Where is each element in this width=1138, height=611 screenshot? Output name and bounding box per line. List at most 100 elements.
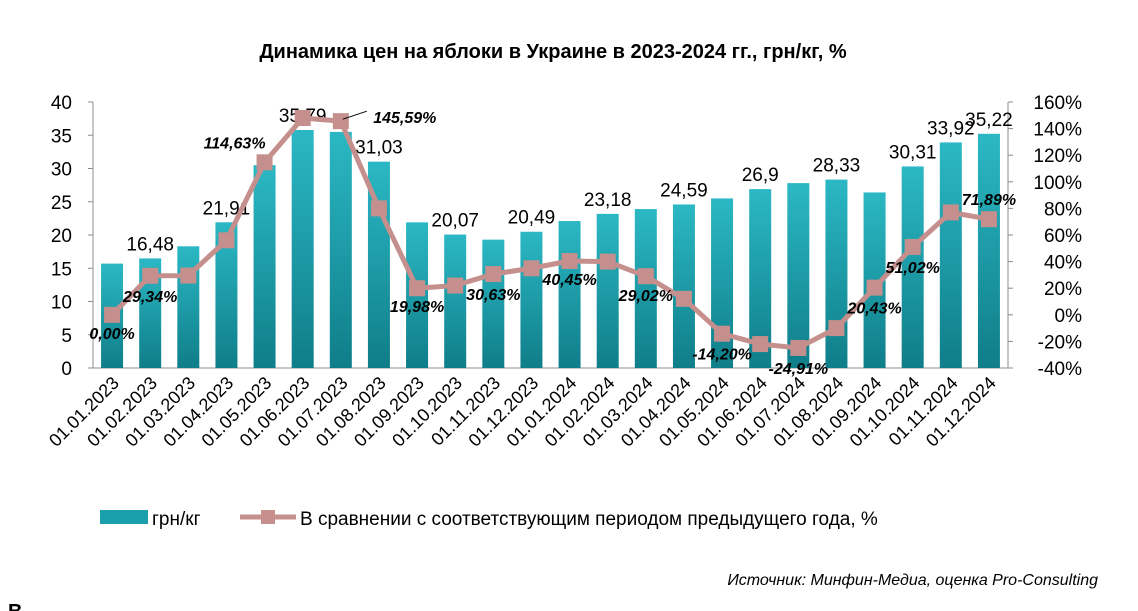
line-value-label: 40,45% [541, 272, 596, 289]
line-marker [485, 266, 502, 283]
bar [253, 165, 276, 368]
legend-swatch-bars [100, 510, 148, 524]
y-left-tick-label: 5 [61, 326, 72, 347]
y-right-tick-label: 80% [1044, 199, 1082, 220]
line-marker [332, 113, 349, 130]
y-right-tick-label: 120% [1033, 146, 1082, 167]
bar-value-label: 35,22 [965, 110, 1013, 131]
bar [215, 222, 238, 368]
y-right-tick-label: 40% [1044, 253, 1082, 274]
line-marker [904, 238, 921, 255]
bar [901, 166, 924, 368]
bar-value-label: 23,18 [584, 190, 632, 211]
line-value-label: 29,34% [122, 289, 177, 306]
line-value-label: 145,59% [373, 110, 436, 127]
line-marker [104, 306, 121, 323]
bar [977, 133, 1000, 368]
bar-value-label: 16,48 [126, 234, 174, 255]
y-right-tick-label: 0% [1055, 306, 1083, 327]
bar [444, 234, 467, 368]
legend-swatch-marker [261, 510, 275, 524]
y-right-tick-label: 100% [1033, 173, 1082, 194]
line-marker [561, 253, 578, 270]
line-value-label: 30,63% [466, 287, 520, 304]
line-marker [675, 290, 692, 307]
label-leader-line [342, 110, 367, 120]
line-marker [370, 200, 387, 217]
y-right-tick-label: -20% [1038, 332, 1082, 353]
source-note: Источник: Минфин-Медиа, оценка Pro-Consu… [727, 572, 1098, 589]
line-marker [828, 320, 845, 337]
bar [634, 209, 657, 368]
line-series [104, 109, 997, 356]
legend-label-bars: грн/кг [152, 509, 201, 530]
bar-value-label: 30,31 [889, 142, 937, 163]
bar-value-label: 26,9 [742, 165, 779, 186]
line-marker [637, 268, 654, 285]
bar-value-label: 20,07 [431, 211, 479, 232]
bar-value-label: 33,92 [927, 118, 975, 139]
bar [177, 246, 200, 368]
bar [825, 179, 848, 368]
bar [139, 258, 162, 368]
line-value-label: 20,43% [846, 301, 901, 318]
bar-value-label: 28,33 [813, 156, 861, 177]
bar [291, 129, 314, 368]
line-marker [714, 325, 731, 342]
bar [939, 142, 962, 368]
bar-value-label: 31,03 [355, 138, 403, 159]
line-value-label: 114,63% [204, 135, 266, 152]
legend: грн/кг В сравнении с соответствующим пер… [100, 509, 878, 530]
line-marker [980, 211, 997, 228]
line-value-label: 19,98% [390, 299, 444, 316]
legend-label-line: В сравнении с соответствующим периодом п… [300, 509, 878, 530]
y-right-tick-label: 60% [1044, 226, 1082, 247]
line-marker [218, 232, 235, 249]
bar-data-labels: 16,4821,9135,7931,0320,0720,4923,1824,59… [126, 106, 1012, 255]
bar [596, 213, 619, 368]
y-right-tick-label: 140% [1033, 120, 1082, 141]
line-marker [142, 267, 159, 284]
line-marker [256, 154, 273, 171]
y-left-tick-label: 10 [51, 293, 72, 314]
axes: 0 5 10 15 20 25 30 35 40 -40% -20% 0% 20% 40% 60% 80% 10… [51, 93, 1082, 380]
y-left-tick-label: 15 [51, 259, 72, 280]
bar [558, 221, 581, 368]
line-marker [294, 109, 311, 126]
bar [749, 189, 772, 368]
bar [711, 198, 734, 368]
line-value-label: 71,89% [962, 192, 1016, 209]
bar-value-label: 24,59 [660, 180, 708, 201]
y-left-tick-label: 20 [51, 226, 72, 247]
y-right-tick-label: -40% [1038, 359, 1082, 380]
y-left-tick-label: 30 [51, 160, 72, 181]
line-marker [447, 277, 464, 294]
bar [787, 183, 810, 368]
line-value-label: 51,02% [886, 260, 940, 277]
bar-value-label: 20,49 [508, 208, 556, 229]
line-value-label: -14,20% [692, 347, 752, 364]
line-marker [180, 267, 197, 284]
line-value-label: -24,91% [769, 361, 829, 378]
line-marker [409, 280, 426, 297]
y-left-tick-label: 35 [51, 126, 72, 147]
y-left-tick-label: 25 [51, 193, 72, 214]
bar [672, 204, 695, 368]
line-marker [752, 336, 769, 353]
y-right-tick-label: 160% [1033, 93, 1082, 114]
bar [329, 131, 352, 368]
line-marker [599, 253, 616, 270]
y-left-tick-label: 40 [51, 93, 72, 114]
x-tick-labels: 01.01.202301.02.202301.03.202301.04.2023… [45, 373, 1000, 451]
line-value-label: 29,02% [618, 288, 673, 305]
chart-title: Динамика цен на яблоки в Украине в 2023-… [259, 41, 847, 63]
y-right-tick-label: 20% [1044, 279, 1082, 300]
line-marker [523, 260, 540, 277]
y-left-tick-label: 0 [61, 359, 72, 380]
line-data-labels: 0,00% 29,34% 114,63% 145,59% 19,98% 30,63% 40,… [89, 110, 1016, 378]
line-value-label: 0,00% [89, 326, 134, 343]
bar-series [101, 129, 1000, 368]
text-fragment: В [8, 601, 22, 611]
line-marker [866, 279, 883, 296]
